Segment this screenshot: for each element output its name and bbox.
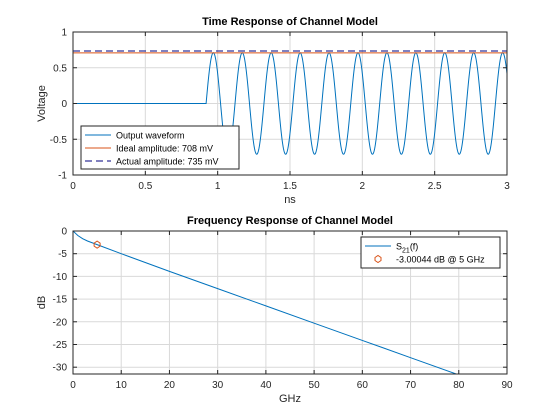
- x-tick-label: 2: [360, 181, 366, 192]
- y-tick-label: -0.5: [50, 135, 68, 146]
- x-tick-label: 30: [212, 380, 224, 391]
- y-tick-label: -25: [53, 340, 68, 351]
- x-tick-label: 50: [309, 380, 321, 391]
- legend-swatch-marker: [374, 254, 382, 264]
- y-axis-label: Voltage: [36, 85, 48, 122]
- chart-panel-1: 0 0.5 1 1.5 2 2.5 3 -1 -0.5 0 0.5 1 Time Response of…: [36, 16, 510, 206]
- x-tick-label: 0: [70, 181, 76, 192]
- series-output-waveform: [73, 52, 507, 155]
- y-tick-label: -20: [53, 317, 68, 328]
- y-tick-label: -30: [53, 363, 68, 374]
- y-tick-label: -15: [53, 295, 68, 306]
- chart-panel-2: 0 10 20 30 40 50 60 70 80 90 -30 -25 -20 -15 -10 -5 0 Fre…: [36, 215, 513, 405]
- x-tick-label: 1: [215, 181, 221, 192]
- x-tick-label: 80: [453, 380, 465, 391]
- ticks: 0 0.5 1 1.5 2 2.5 3 -1 -0.5 0 0.5 1: [50, 28, 510, 193]
- x-tick-label: 10: [116, 380, 128, 391]
- x-axis-label: ns: [284, 194, 296, 206]
- legend: S21(f)-3.00044 dB @ 5 GHz: [360, 236, 501, 269]
- x-tick-label: 1.5: [283, 181, 297, 192]
- y-tick-label: -5: [58, 249, 67, 260]
- y-tick-label: 0.5: [53, 63, 67, 74]
- legend-label: S21(f): [396, 242, 418, 255]
- y-axis-label: dB: [36, 296, 48, 309]
- x-axis-label: GHz: [279, 393, 301, 405]
- axes-box: [72, 230, 508, 375]
- x-tick-label: 2.5: [428, 181, 442, 192]
- x-tick-label: 0: [70, 380, 76, 391]
- legend-label: Actual amplitude: 735 mV: [116, 157, 219, 167]
- legend-label-suffix: (f): [410, 242, 419, 252]
- chart-title: Frequency Response of Channel Model: [187, 215, 393, 227]
- legend-label: Output waveform: [116, 131, 185, 141]
- chart-title: Time Response of Channel Model: [202, 16, 378, 28]
- y-tick-label: 0: [61, 99, 67, 110]
- x-tick-label: 60: [357, 380, 369, 391]
- y-tick-label: 0: [61, 227, 67, 238]
- legend-box: [360, 236, 501, 269]
- x-tick-label: 0.5: [138, 181, 152, 192]
- legend-label: Ideal amplitude: 708 mV: [116, 144, 213, 154]
- y-tick-label: -10: [53, 272, 68, 283]
- x-tick-label: 90: [501, 380, 513, 391]
- x-tick-label: 40: [260, 380, 272, 391]
- legend-label-sub: 21: [402, 248, 410, 255]
- legend-label-main: S: [396, 242, 402, 252]
- x-tick-label: 3: [504, 181, 510, 192]
- legend: Output waveform Ideal amplitude: 708 mV Ac…: [80, 125, 240, 170]
- legend-label: -3.00044 dB @ 5 GHz: [396, 255, 485, 265]
- y-tick-label: -1: [58, 171, 67, 182]
- x-tick-label: 70: [405, 380, 417, 391]
- series-s21-line: [73, 231, 458, 374]
- marker-point: [93, 240, 101, 249]
- series-group: [73, 231, 458, 374]
- ticks: 0 10 20 30 40 50 60 70 80 90 -30 -25 -20 -15 -10 -5 0: [53, 227, 513, 392]
- x-tick-label: 20: [164, 380, 176, 391]
- y-tick-label: 1: [61, 28, 67, 39]
- series-group: [73, 50, 507, 155]
